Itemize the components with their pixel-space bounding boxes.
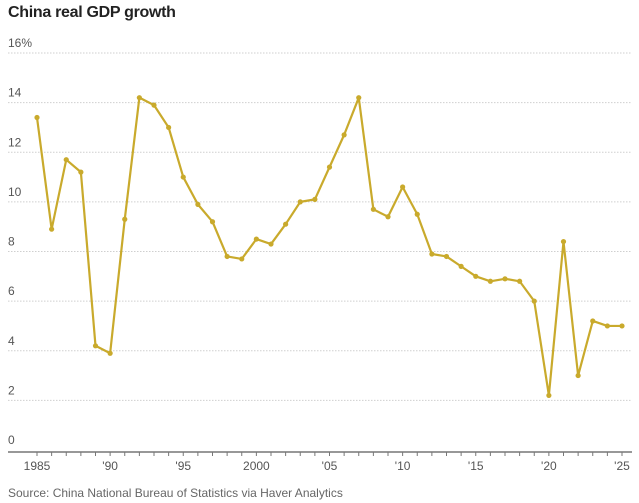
data-point — [575, 372, 581, 379]
y-tick-label: 0 — [8, 433, 15, 447]
data-point — [253, 236, 259, 242]
data-point — [517, 278, 523, 284]
data-point — [473, 273, 479, 279]
data-point — [546, 392, 552, 399]
data-point — [136, 95, 142, 101]
data-point — [326, 164, 333, 170]
y-tick-label: 2 — [8, 383, 15, 397]
y-tick-label: 10 — [8, 185, 22, 199]
data-point — [151, 102, 157, 108]
y-tick-label: 12 — [8, 135, 22, 149]
data-point — [78, 169, 84, 175]
x-tick-label: '15 — [468, 459, 484, 473]
y-tick-label: 14 — [8, 86, 22, 100]
data-point — [385, 214, 391, 220]
data-point — [590, 318, 596, 324]
data-point — [487, 278, 493, 284]
x-tick-label: 1985 — [24, 459, 51, 473]
data-point — [34, 114, 40, 121]
x-tick-label: '05 — [322, 459, 338, 473]
source-note: Source: China National Bureau of Statist… — [8, 486, 343, 500]
data-point — [209, 219, 216, 225]
data-point — [297, 199, 303, 205]
x-tick-label: 2000 — [243, 459, 270, 473]
data-point — [122, 216, 128, 222]
data-point — [312, 196, 318, 202]
data-point — [239, 256, 245, 262]
x-tick-label: '90 — [102, 459, 118, 473]
y-tick-label: 6 — [8, 284, 15, 298]
y-tick-label: 4 — [8, 334, 15, 348]
data-point — [180, 174, 186, 180]
x-tick-label: '10 — [395, 459, 411, 473]
x-tick-label: '25 — [614, 459, 630, 473]
data-point — [429, 251, 435, 257]
data-point — [414, 211, 420, 217]
y-tick-label: 8 — [8, 235, 15, 249]
data-point — [195, 201, 201, 207]
data-point — [458, 263, 464, 269]
data-point — [356, 95, 362, 101]
data-point — [341, 132, 347, 138]
chart-title: China real GDP growth — [8, 4, 176, 21]
data-point — [531, 298, 537, 304]
data-point — [224, 253, 230, 260]
data-point — [502, 276, 508, 282]
data-point — [49, 226, 55, 232]
x-tick-label: '95 — [175, 459, 191, 473]
data-point — [63, 157, 69, 163]
data-point — [443, 253, 450, 260]
data-point — [92, 343, 99, 349]
x-tick-label: '20 — [541, 459, 557, 473]
data-point — [370, 206, 376, 212]
data-point — [619, 323, 625, 329]
data-point — [268, 241, 274, 247]
data-point — [166, 124, 172, 131]
data-point — [560, 238, 567, 245]
y-tick-label: 16% — [8, 36, 32, 50]
data-point — [283, 221, 289, 227]
data-point — [107, 350, 113, 356]
data-point — [604, 323, 610, 329]
data-point — [400, 184, 406, 190]
